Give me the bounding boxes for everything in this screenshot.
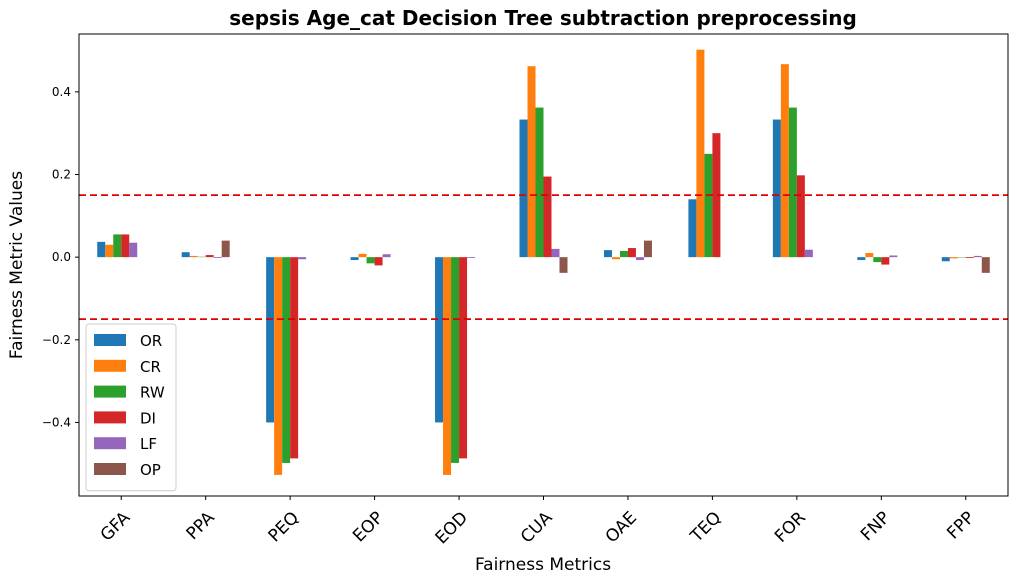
legend-label-op: OP — [140, 461, 161, 479]
bar-for-or — [772, 119, 781, 258]
bar-ppa-op — [221, 240, 230, 258]
bar-eod-cr — [443, 257, 452, 475]
y-tick-label: 0.4 — [52, 85, 71, 99]
bar-eop-di — [374, 257, 383, 266]
bar-teq-cr — [696, 49, 705, 258]
x-tick-label-gfa: GFA — [97, 508, 135, 546]
bar-eop-or — [350, 257, 359, 261]
x-tick-label-for: FOR — [771, 508, 810, 547]
bar-oae-or — [603, 250, 612, 258]
bar-cua-rw — [535, 107, 544, 258]
bar-cua-cr — [527, 66, 536, 258]
bar-eop-rw — [366, 257, 375, 264]
bar-fpp-lf — [973, 255, 982, 258]
bar-gfa-di — [121, 234, 130, 258]
legend-swatch-or — [94, 334, 126, 346]
bar-eod-or — [435, 257, 444, 423]
bar-gfa-lf — [129, 242, 138, 258]
bar-for-rw — [788, 107, 797, 258]
bar-eod-rw — [451, 257, 460, 463]
x-tick-label-eop: EOP — [349, 508, 387, 546]
bar-fnp-or — [857, 257, 866, 261]
legend-label-cr: CR — [140, 358, 161, 376]
bar-cua-di — [543, 176, 552, 258]
bar-fnp-lf — [889, 255, 898, 258]
bar-peq-or — [266, 257, 275, 423]
bar-peq-rw — [282, 257, 291, 463]
bar-oae-cr — [611, 257, 620, 260]
bar-cua-op — [559, 257, 568, 273]
bars-layer — [97, 49, 990, 475]
bar-fnp-rw — [873, 257, 882, 263]
x-axis-label: Fairness Metrics — [475, 555, 611, 575]
bar-for-lf — [804, 249, 813, 258]
legend-swatch-cr — [94, 359, 126, 372]
bar-gfa-cr — [105, 244, 114, 258]
bar-eod-di — [459, 257, 468, 459]
legend-label-di: DI — [140, 409, 156, 427]
x-tick-label-teq: TEQ — [686, 508, 725, 547]
bar-teq-rw — [704, 153, 713, 258]
bar-fnp-cr — [865, 253, 874, 258]
x-tick-label-oae: OAE — [602, 508, 641, 547]
legend-swatch-lf — [94, 437, 126, 450]
bar-fpp-cr — [949, 257, 958, 259]
bar-gfa-rw — [113, 234, 122, 258]
bar-oae-rw — [619, 250, 628, 258]
plot-frame — [78, 33, 1009, 497]
bar-eod-lf — [467, 257, 476, 258]
reference-lines — [79, 194, 1008, 321]
legend-label-or: OR — [140, 332, 162, 350]
bar-for-cr — [780, 64, 789, 258]
x-tick-label-eod: EOD — [432, 508, 472, 548]
legend-label-rw: RW — [140, 384, 165, 402]
bar-oae-lf — [635, 257, 644, 261]
legend-label-lf: LF — [140, 435, 157, 453]
y-tick-label: 0.2 — [52, 168, 71, 182]
bar-fpp-op — [981, 257, 990, 273]
legend-swatch-rw — [94, 385, 126, 398]
bar-fnp-di — [881, 257, 890, 265]
x-tick-label-ppa: PPA — [183, 508, 219, 544]
x-tick-label-fpp: FPP — [943, 508, 979, 544]
axes: −0.4 −0.2 0.0 0.2 0.4 GFA PPA PEQ EOP EOD CUA OAE TE… — [42, 33, 1009, 548]
y-axis-label: Fairness Metric Values — [7, 171, 27, 359]
bar-oae-di — [627, 248, 636, 258]
bar-eop-lf — [382, 254, 391, 258]
bar-fpp-or — [941, 257, 950, 262]
bar-peq-cr — [274, 257, 283, 475]
bar-cua-lf — [551, 248, 560, 258]
bar-peq-lf — [298, 257, 307, 260]
y-tick-label: −0.2 — [42, 333, 71, 347]
bar-eop-cr — [358, 253, 367, 258]
bar-teq-di — [712, 133, 721, 258]
x-tick-label-fnp: FNP — [857, 508, 894, 545]
bar-ppa-cr — [189, 255, 198, 258]
legend: OR CR RW DI LF OP — [85, 323, 177, 492]
chart-title: sepsis Age_cat Decision Tree subtraction… — [229, 6, 857, 30]
bar-gfa-or — [97, 241, 106, 258]
bar-for-di — [796, 175, 805, 258]
bar-fpp-di — [965, 257, 974, 258]
bar-peq-di — [290, 257, 299, 459]
bar-oae-op — [643, 240, 652, 258]
x-tick-label-cua: CUA — [517, 508, 557, 548]
legend-swatch-op — [94, 463, 126, 475]
bar-ppa-lf — [213, 257, 222, 258]
bar-ppa-or — [181, 252, 190, 258]
legend-swatch-di — [94, 411, 126, 424]
y-tick-label: −0.4 — [42, 415, 71, 429]
y-tick-label: 0.0 — [52, 250, 71, 264]
bar-ppa-di — [205, 255, 214, 258]
x-tick-label-peq: PEQ — [265, 508, 303, 546]
bar-cua-or — [519, 119, 528, 258]
bar-teq-or — [688, 199, 697, 258]
